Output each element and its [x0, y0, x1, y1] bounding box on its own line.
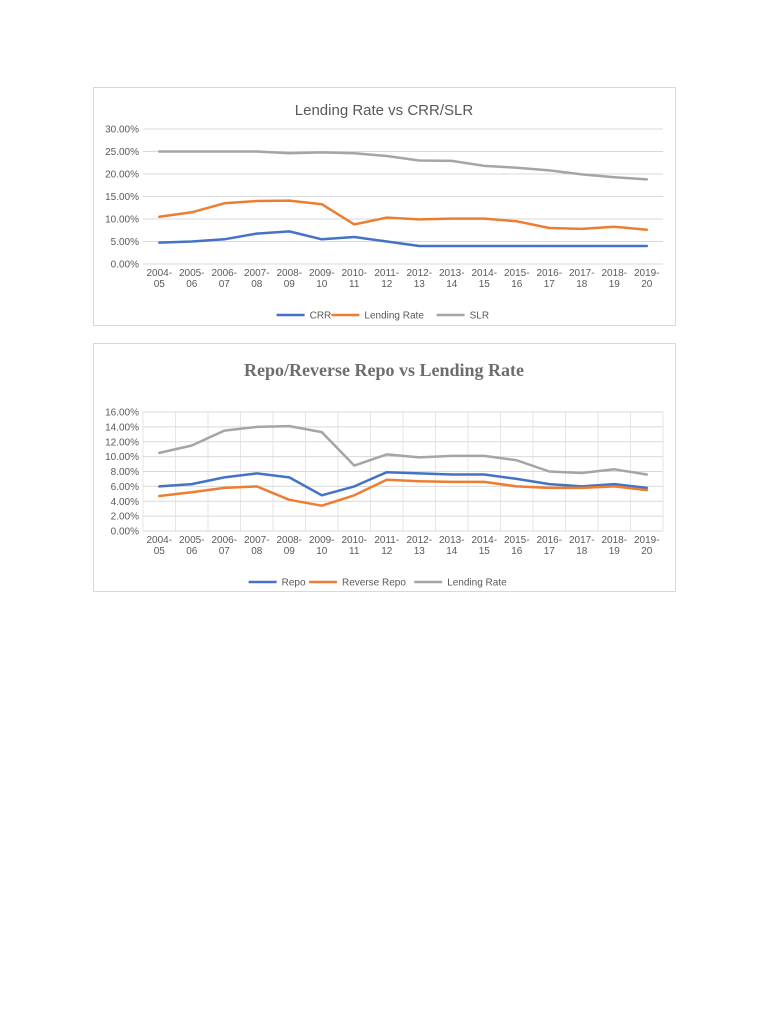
x-tick-label: 2007-08 — [244, 268, 270, 290]
x-tick-label: 2005-06 — [179, 268, 205, 290]
x-tick-label: 2006-07 — [211, 535, 237, 557]
y-tick-label: 2.00% — [111, 512, 139, 523]
x-tick-label: 2015-16 — [504, 535, 530, 557]
x-tick-label: 2015-16 — [504, 268, 530, 290]
x-tick-label: 2019-20 — [634, 535, 660, 557]
series-line — [158, 424, 649, 476]
x-tick-label: 2012-13 — [406, 535, 432, 557]
x-tick-label: 2013-14 — [439, 535, 465, 557]
y-tick-label: 15.00% — [105, 192, 139, 203]
y-tick-label: 25.00% — [105, 147, 139, 158]
series-line — [158, 230, 649, 248]
series-line — [158, 470, 649, 497]
y-tick-label: 20.00% — [105, 170, 139, 181]
x-tick-label: 2018-19 — [601, 535, 627, 557]
y-tick-label: 14.00% — [105, 422, 139, 433]
chart-title: Lending Rate vs CRR/SLR — [295, 102, 474, 119]
y-tick-label: 10.00% — [105, 215, 139, 226]
x-tick-label: 2009-10 — [309, 268, 335, 290]
x-tick-label: 2007-08 — [244, 535, 270, 557]
x-tick-label: 2010-11 — [341, 535, 367, 557]
series-line — [158, 478, 649, 507]
x-tick-label: 2005-06 — [179, 535, 205, 557]
y-tick-label: 12.00% — [105, 437, 139, 448]
x-tick-label: 2019-20 — [634, 268, 660, 290]
x-tick-label: 2011-12 — [374, 268, 399, 290]
x-tick-label: 2004-05 — [146, 268, 172, 290]
y-tick-label: 16.00% — [105, 408, 139, 419]
x-tick-label: 2010-11 — [341, 268, 367, 290]
legend-label: Lending Rate — [364, 311, 424, 322]
legend-label: Reverse Repo — [342, 578, 406, 589]
x-tick-label: 2004-05 — [146, 535, 172, 557]
series-line — [158, 150, 649, 181]
y-tick-label: 4.00% — [111, 497, 139, 508]
legend-label: SLR — [470, 311, 489, 322]
y-tick-label: 8.00% — [111, 467, 139, 478]
x-tick-label: 2018-19 — [601, 268, 627, 290]
y-tick-label: 6.00% — [111, 482, 139, 493]
legend-label: CRR — [310, 311, 332, 322]
x-tick-label: 2017-18 — [569, 535, 595, 557]
x-tick-label: 2012-13 — [406, 268, 432, 290]
y-tick-label: 5.00% — [111, 237, 139, 248]
legend-label: Lending Rate — [447, 578, 507, 589]
x-tick-label: 2009-10 — [309, 535, 335, 557]
y-tick-label: 0.00% — [111, 260, 139, 271]
y-tick-label: 10.00% — [105, 452, 139, 463]
legend-label: Repo — [282, 578, 306, 589]
x-tick-label: 2014-15 — [471, 268, 497, 290]
x-tick-label: 2013-14 — [439, 268, 465, 290]
chart-frame — [93, 87, 676, 326]
x-tick-label: 2011-12 — [374, 535, 399, 557]
x-tick-label: 2006-07 — [211, 268, 237, 290]
y-tick-label: 0.00% — [111, 527, 139, 538]
chart-frame — [93, 343, 676, 592]
y-tick-label: 30.00% — [105, 125, 139, 136]
series-line — [158, 199, 649, 232]
x-tick-label: 2017-18 — [569, 268, 595, 290]
x-tick-label: 2016-17 — [536, 535, 562, 557]
chart-title: Repo/Reverse Repo vs Lending Rate — [244, 360, 524, 380]
x-tick-label: 2014-15 — [471, 535, 497, 557]
x-tick-label: 2016-17 — [536, 268, 562, 290]
x-tick-label: 2008-09 — [276, 268, 302, 290]
x-tick-label: 2008-09 — [276, 535, 302, 557]
